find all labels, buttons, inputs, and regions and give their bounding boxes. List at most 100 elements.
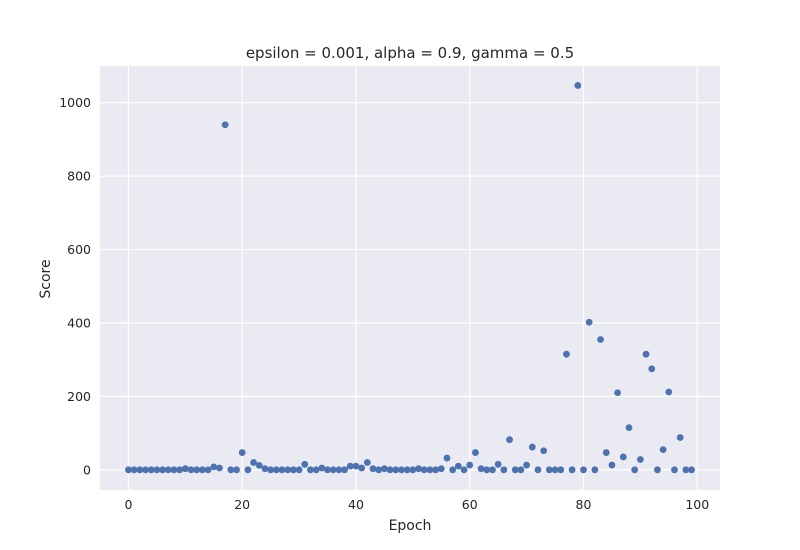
data-point xyxy=(602,449,610,456)
x-tick-label: 20 xyxy=(234,497,250,512)
data-point xyxy=(500,466,508,474)
data-point xyxy=(648,365,656,373)
data-point xyxy=(227,466,235,474)
data-point xyxy=(142,466,149,474)
data-point xyxy=(574,82,582,89)
data-point xyxy=(597,336,604,343)
data-point xyxy=(511,466,519,474)
y-tick-label: 800 xyxy=(67,169,91,184)
data-point xyxy=(580,466,587,474)
data-point xyxy=(193,466,201,474)
data-point xyxy=(665,388,673,396)
data-point xyxy=(130,466,138,474)
data-point xyxy=(375,466,383,474)
y-tick-label: 600 xyxy=(67,242,91,257)
data-point xyxy=(398,466,405,474)
data-point xyxy=(437,465,445,473)
x-tick-label: 60 xyxy=(462,497,478,512)
data-point xyxy=(466,461,474,469)
data-point xyxy=(506,436,513,444)
data-point xyxy=(272,466,280,474)
data-point xyxy=(255,462,263,469)
data-point xyxy=(267,466,275,474)
data-point xyxy=(210,463,218,471)
data-point xyxy=(551,466,559,474)
data-point xyxy=(585,318,593,326)
data-point xyxy=(289,466,297,474)
data-point xyxy=(489,466,496,474)
grid xyxy=(100,66,720,490)
data-point xyxy=(352,462,360,470)
data-point xyxy=(318,464,326,472)
data-point xyxy=(147,466,155,474)
data-point xyxy=(477,465,485,473)
data-point xyxy=(153,466,161,474)
data-point xyxy=(454,462,462,470)
data-point xyxy=(540,447,548,455)
x-tick-labels: 0 20 40 60 80 100 xyxy=(124,497,709,512)
data-point xyxy=(358,464,366,472)
data-point xyxy=(671,466,678,474)
data-point xyxy=(341,466,348,474)
data-point xyxy=(625,424,633,431)
data-point xyxy=(545,466,553,474)
data-point xyxy=(198,466,206,474)
x-tick-label: 40 xyxy=(348,497,364,512)
data-points xyxy=(125,82,695,474)
x-tick-label: 100 xyxy=(685,497,709,512)
data-point xyxy=(614,389,622,397)
data-point xyxy=(608,461,616,469)
data-point xyxy=(403,466,411,474)
y-tick-label: 1000 xyxy=(59,95,91,110)
y-tick-label: 0 xyxy=(83,462,91,477)
data-point xyxy=(335,466,343,474)
data-point xyxy=(233,466,240,474)
data-point xyxy=(176,466,184,474)
x-axis-label: Epoch xyxy=(389,518,432,534)
data-point xyxy=(449,466,457,474)
y-axis-label: Score xyxy=(38,259,54,298)
data-point xyxy=(204,466,212,474)
data-point xyxy=(528,443,536,451)
data-point xyxy=(369,465,377,473)
data-point xyxy=(483,466,491,474)
data-point xyxy=(238,449,246,456)
data-point xyxy=(278,466,286,474)
data-point xyxy=(557,466,565,474)
data-point xyxy=(426,466,434,474)
data-point xyxy=(324,466,331,474)
y-tick-label: 400 xyxy=(67,315,91,330)
data-point xyxy=(659,446,667,454)
data-point xyxy=(307,466,314,474)
data-point xyxy=(346,462,354,470)
data-point xyxy=(568,466,576,474)
data-point xyxy=(329,466,337,474)
data-point xyxy=(631,466,639,474)
data-point xyxy=(284,466,292,474)
data-point xyxy=(443,454,451,462)
data-point xyxy=(261,465,269,473)
y-tick-label: 200 xyxy=(67,389,91,404)
data-point xyxy=(216,464,223,472)
data-point xyxy=(534,466,542,474)
y-tick-labels: 0 200 400 600 800 1000 xyxy=(59,95,91,477)
data-point xyxy=(472,449,479,456)
data-point xyxy=(181,465,189,473)
data-point xyxy=(432,466,439,474)
data-point xyxy=(392,466,400,474)
data-point xyxy=(517,466,525,474)
data-point xyxy=(187,466,195,474)
data-point xyxy=(164,466,172,474)
x-tick-label: 0 xyxy=(124,497,132,512)
chart-title: epsilon = 0.001, alpha = 0.9, gamma = 0.… xyxy=(246,44,574,62)
data-point xyxy=(415,465,422,473)
data-point xyxy=(159,466,166,474)
data-point xyxy=(244,466,252,474)
data-point xyxy=(136,466,144,474)
data-point xyxy=(312,466,320,474)
data-point xyxy=(250,459,257,466)
data-point xyxy=(460,466,468,474)
data-point xyxy=(591,466,599,474)
plot-background xyxy=(100,66,720,490)
